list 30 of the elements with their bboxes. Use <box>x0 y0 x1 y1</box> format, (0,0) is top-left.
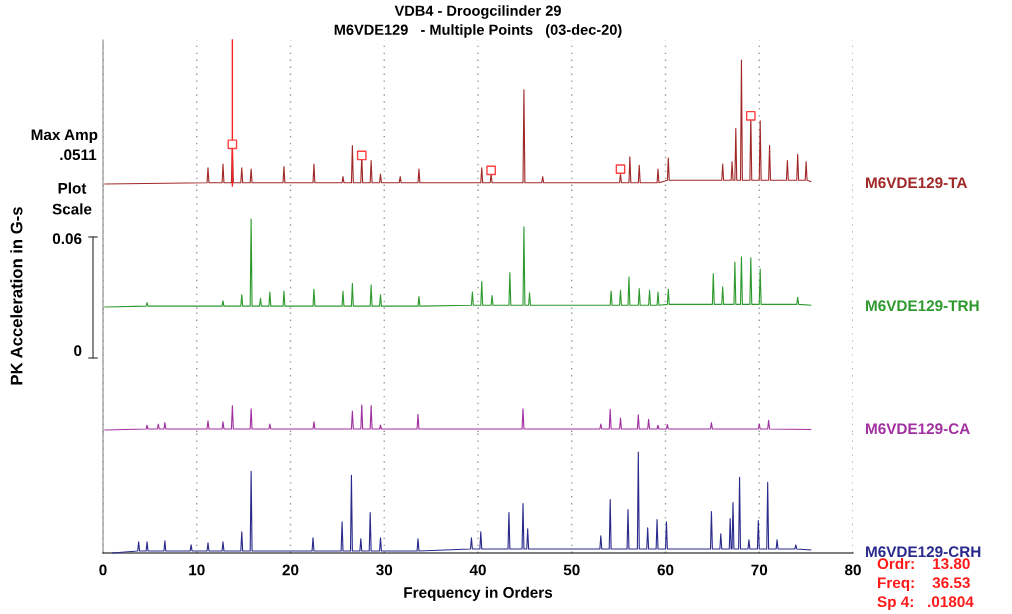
point <box>745 110 756 121</box>
x-tick-label: 50 <box>563 564 580 576</box>
text: M6VDE129-TA <box>866 177 968 189</box>
chart-title: VDB4 - Droogcilinder 29 <box>394 5 561 19</box>
text: Max Amp <box>31 129 98 144</box>
x-tick-label: 40 <box>469 564 486 576</box>
x-tick-label: 60 <box>657 564 674 576</box>
text: Ordr: 13.80 <box>877 557 970 570</box>
x-axis-title: Frequency in Orders <box>404 586 553 601</box>
text: M6VDE129-CA <box>866 423 970 435</box>
text: Plot Scale <box>52 182 92 215</box>
point <box>615 164 626 174</box>
chart-subtitle: M6VDE129 - Multiple Points (03-dec-20) <box>334 24 622 38</box>
x-tick-label: 70 <box>751 564 768 576</box>
x-tick-label: 20 <box>282 564 299 576</box>
text: M6VDE129-CRH <box>866 546 981 558</box>
y-axis-title: PK Acceleration in G-s <box>10 207 23 385</box>
x-tick-label: 80 <box>844 564 861 576</box>
point <box>227 139 238 150</box>
text: M6VDE129-TRH <box>866 300 979 312</box>
text: .0511 <box>60 149 97 161</box>
x-tick-label: 30 <box>376 564 393 576</box>
x-tick-label: 10 <box>189 564 205 576</box>
point <box>486 165 496 176</box>
text: 0.06 <box>52 233 82 245</box>
x-tick-label: 0 <box>99 564 107 576</box>
text: 0 <box>74 345 82 357</box>
point <box>356 150 367 161</box>
text: Sp 4: .01804 <box>877 596 974 611</box>
text: Freq: 36.53 <box>878 577 970 592</box>
